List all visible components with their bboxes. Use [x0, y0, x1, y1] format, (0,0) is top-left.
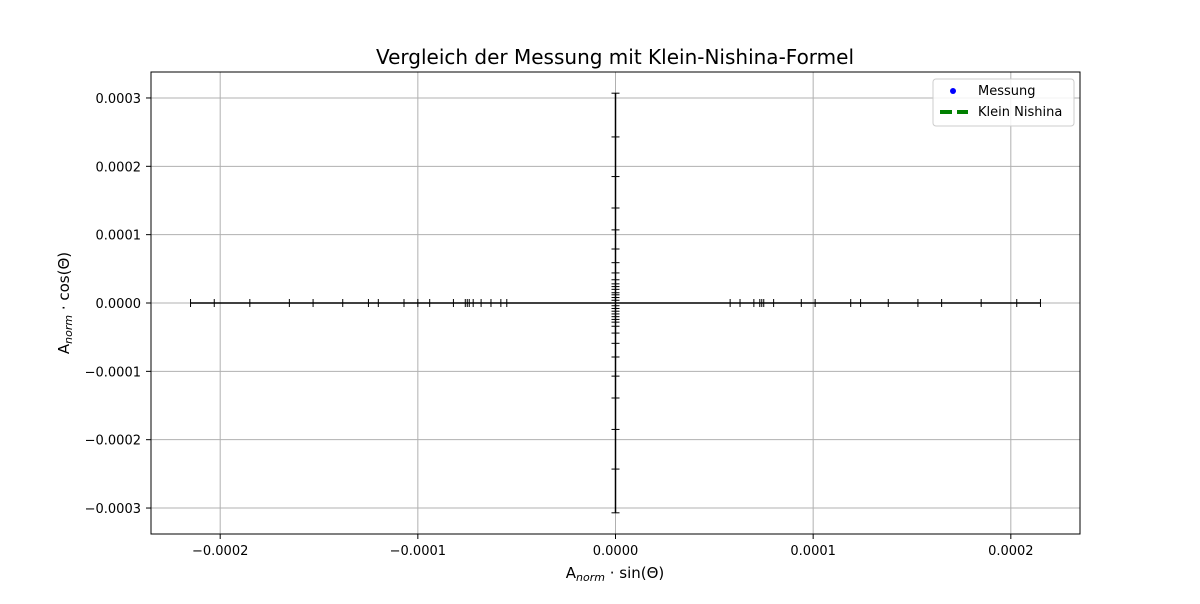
legend-klein-nishina-label: Klein Nishina — [978, 105, 1062, 120]
y-tick-label: 0.0002 — [96, 160, 142, 175]
legend-messung-marker — [950, 88, 956, 94]
x-tick-label: 0.0000 — [593, 544, 639, 559]
data-layer — [190, 92, 1041, 514]
x-tick-label: 0.0002 — [988, 544, 1034, 559]
legend-box — [932, 78, 1075, 127]
y-axis-label-prefix: A — [55, 343, 73, 354]
x-axis-label: Anorm · sin(Θ) — [566, 564, 665, 584]
chart-title: Vergleich der Messung mit Klein-Nishina-… — [376, 45, 854, 69]
y-tick-label: −0.0003 — [85, 502, 141, 517]
y-axis-label-subscript: norm — [62, 315, 75, 344]
x-axis-label-prefix: A — [566, 564, 577, 582]
x-tick-label: 0.0001 — [790, 544, 836, 559]
y-tick-label: −0.0001 — [85, 365, 141, 380]
y-tick-label: 0.0003 — [96, 92, 142, 107]
legend-messung-label: Messung — [978, 84, 1036, 99]
y-axis-label: Anorm · cos(Θ) — [55, 252, 75, 354]
y-tick-label: 0.0000 — [96, 297, 142, 312]
x-tick-label: −0.0002 — [192, 544, 248, 559]
axes-layer: −0.0002 −0.0001 0.0000 0.0001 0.0002 −0.0003 −… — [85, 71, 1081, 559]
x-axis-label-suffix: · sin(Θ) — [605, 564, 664, 582]
legend: Messung Klein Nishina — [932, 78, 1075, 127]
x-tick-label: −0.0001 — [390, 544, 446, 559]
y-tick-label: 0.0001 — [96, 229, 142, 244]
x-axis-label-subscript: norm — [576, 571, 605, 584]
y-tick-label: −0.0002 — [85, 434, 141, 449]
y-axis-label-suffix: · cos(Θ) — [55, 252, 73, 315]
